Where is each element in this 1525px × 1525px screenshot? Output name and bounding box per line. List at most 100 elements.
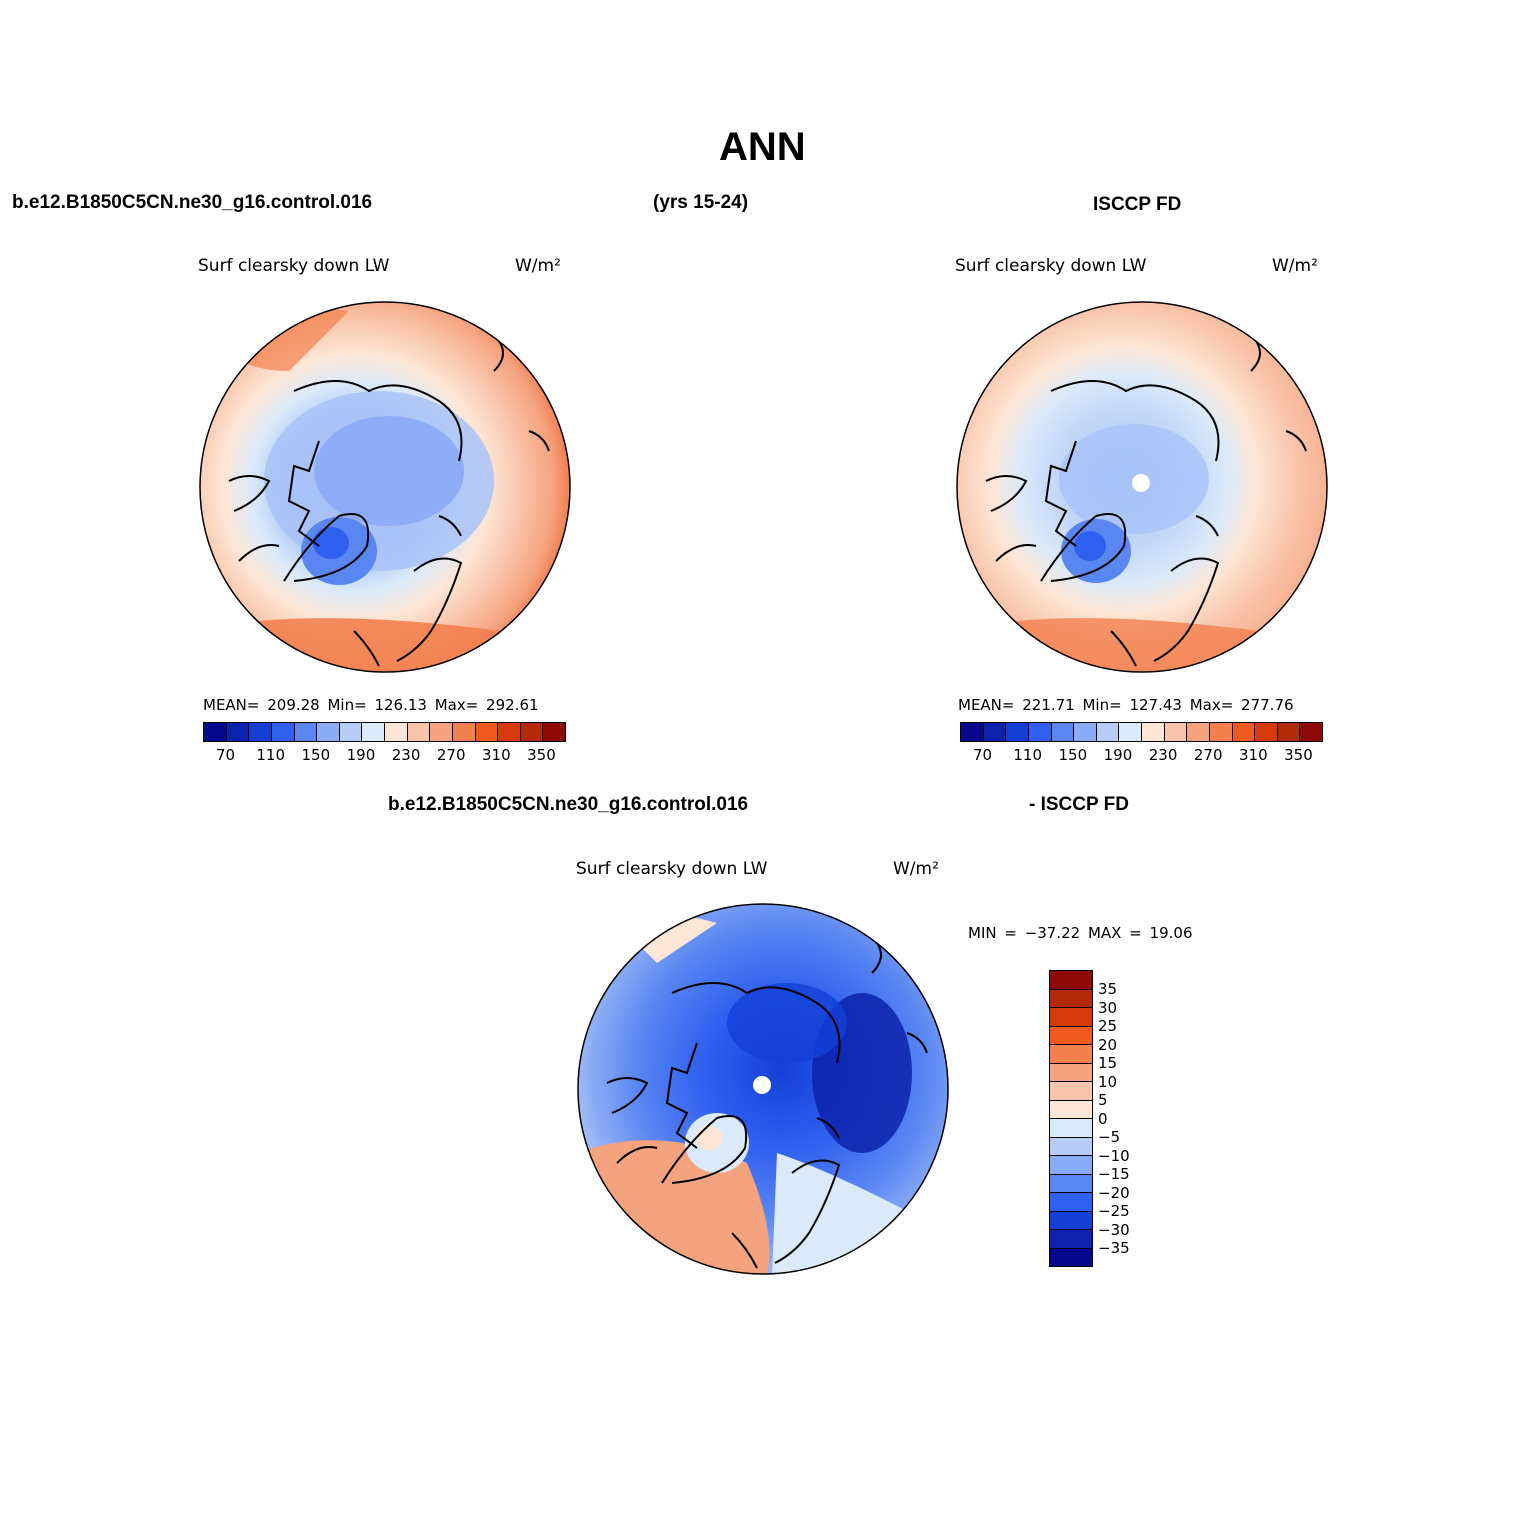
diff-units-label: W/m²	[893, 859, 939, 879]
colorbar-swatch	[204, 723, 227, 741]
colorbar-swatch	[1209, 723, 1233, 741]
colorbar-tick-label: 0	[1098, 1109, 1108, 1128]
colorbar-swatch	[407, 723, 431, 741]
model-stats: MEAN= 209.28 Min= 126.13 Max= 292.61	[203, 696, 539, 714]
diff-stats: MIN = −37.22 MAX = 19.06	[968, 924, 1193, 942]
colorbar-tick-label: −20	[1098, 1183, 1130, 1202]
colorbar-tick-label: 15	[1098, 1054, 1118, 1072]
model-colorbar	[203, 722, 566, 742]
colorbar-tick-label: 350	[527, 746, 556, 764]
colorbar-tick-label: 270	[436, 746, 466, 764]
colorbar-swatch	[543, 723, 565, 741]
colorbar-swatch	[475, 723, 499, 741]
colorbar-swatch	[520, 723, 544, 741]
case-name-label: b.e12.B1850C5CN.ne30_g16.control.016	[12, 192, 373, 213]
colorbar-swatch	[362, 723, 385, 741]
colorbar-swatch	[1050, 1174, 1092, 1193]
colorbar-swatch	[1050, 1082, 1092, 1101]
colorbar-swatch	[1028, 723, 1052, 741]
colorbar-swatch	[430, 723, 453, 741]
colorbar-swatch	[1050, 971, 1092, 990]
obs-name-label: ISCCP FD	[1093, 194, 1182, 215]
colorbar-swatch	[1300, 723, 1322, 741]
colorbar-swatch	[226, 723, 250, 741]
colorbar-tick-label: 70	[216, 746, 236, 764]
colorbar-tick-label: 310	[1238, 746, 1268, 764]
colorbar-tick-label: −10	[1098, 1146, 1130, 1165]
colorbar-swatch	[1050, 1119, 1092, 1138]
colorbar-tick-label: 230	[1148, 746, 1178, 764]
obs-units-label: W/m²	[1272, 256, 1318, 276]
obs-colorbar	[960, 722, 1323, 742]
colorbar-tick-label: −35	[1098, 1239, 1130, 1257]
colorbar-tick-label: 150	[301, 746, 331, 764]
colorbar-swatch	[1164, 723, 1188, 741]
colorbar-swatch	[294, 723, 318, 741]
colorbar-swatch	[1232, 723, 1256, 741]
colorbar-swatch	[271, 723, 295, 741]
diff-obs-label: - ISCCP FD	[1029, 794, 1129, 815]
colorbar-tick-label: 35	[1098, 980, 1118, 998]
colorbar-swatch	[1096, 723, 1120, 741]
colorbar-tick-label: 110	[256, 746, 286, 764]
colorbar-tick-label: 270	[1193, 746, 1223, 764]
model-variable-label: Surf clearsky down LW	[198, 256, 390, 276]
model-polar-map	[199, 301, 571, 673]
colorbar-swatch	[1187, 723, 1210, 741]
colorbar-tick-label: 70	[973, 746, 993, 764]
colorbar-swatch	[1050, 1156, 1092, 1175]
colorbar-tick-label: 30	[1098, 998, 1118, 1017]
colorbar-swatch	[1050, 1193, 1092, 1212]
colorbar-tick-label: 20	[1098, 1035, 1118, 1054]
colorbar-tick-label: 310	[481, 746, 511, 764]
years-label: (yrs 15-24)	[653, 192, 749, 213]
diff-variable-label: Surf clearsky down LW	[576, 859, 768, 879]
colorbar-tick-label: 230	[391, 746, 421, 764]
diff-case-label: b.e12.B1850C5CN.ne30_g16.control.016	[388, 794, 749, 815]
colorbar-swatch	[498, 723, 521, 741]
colorbar-tick-label: −15	[1098, 1165, 1130, 1183]
colorbar-swatch	[1050, 1248, 1092, 1266]
colorbar-tick-label: −30	[1098, 1220, 1130, 1239]
colorbar-swatch	[1142, 723, 1165, 741]
colorbar-swatch	[317, 723, 340, 741]
colorbar-swatch	[1050, 1230, 1092, 1249]
colorbar-tick-label: 25	[1098, 1017, 1118, 1035]
colorbar-swatch	[249, 723, 272, 741]
colorbar-tick-label: 150	[1058, 746, 1088, 764]
diff-polar-map	[577, 903, 949, 1275]
colorbar-swatch	[385, 723, 408, 741]
colorbar-tick-label: 190	[346, 746, 376, 764]
colorbar-tick-label: 110	[1013, 746, 1043, 764]
obs-variable-label: Surf clearsky down LW	[955, 256, 1147, 276]
colorbar-swatch	[452, 723, 476, 741]
model-units-label: W/m²	[515, 256, 561, 276]
colorbar-swatch	[1050, 1211, 1092, 1230]
colorbar-tick-label: 5	[1098, 1091, 1108, 1109]
colorbar-swatch	[1050, 1045, 1092, 1064]
colorbar-tick-label: 10	[1098, 1072, 1118, 1091]
colorbar-swatch	[1119, 723, 1142, 741]
obs-stats: MEAN= 221.71 Min= 127.43 Max= 277.76	[958, 696, 1294, 714]
colorbar-swatch	[1050, 1026, 1092, 1045]
colorbar-tick-label: −5	[1098, 1128, 1121, 1146]
colorbar-swatch	[961, 723, 984, 741]
colorbar-swatch	[1277, 723, 1301, 741]
colorbar-swatch	[1050, 1063, 1092, 1082]
colorbar-tick-label: 350	[1284, 746, 1313, 764]
colorbar-swatch	[983, 723, 1007, 741]
colorbar-tick-label: 190	[1103, 746, 1133, 764]
obs-polar-map	[956, 301, 1328, 673]
diff-colorbar	[1049, 970, 1093, 1267]
colorbar-swatch	[1255, 723, 1278, 741]
colorbar-swatch	[1006, 723, 1029, 741]
colorbar-swatch	[339, 723, 363, 741]
colorbar-swatch	[1050, 989, 1092, 1008]
colorbar-swatch	[1074, 723, 1097, 741]
colorbar-swatch	[1050, 1008, 1092, 1027]
colorbar-swatch	[1051, 723, 1075, 741]
colorbar-swatch	[1050, 1137, 1092, 1156]
page-title: ANN	[719, 125, 806, 169]
colorbar-tick-label: −25	[1098, 1202, 1130, 1220]
colorbar-swatch	[1050, 1100, 1092, 1119]
